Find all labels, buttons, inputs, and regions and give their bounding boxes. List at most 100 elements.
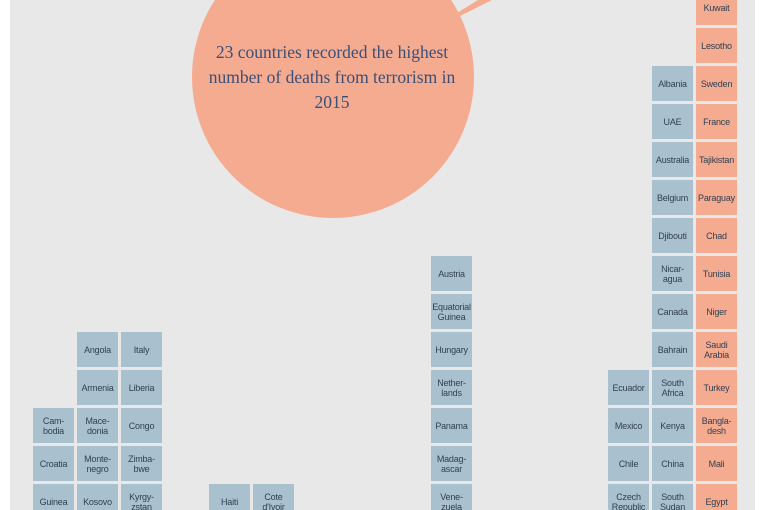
country-cell: UAE <box>652 104 693 139</box>
country-label: Chile <box>618 458 639 469</box>
country-cell: Mace- donia <box>77 408 118 443</box>
country-cell: Kenya <box>652 408 693 443</box>
country-label: Madag- ascar <box>436 453 467 474</box>
country-cell: Lesotho <box>696 28 737 63</box>
country-label: Turkey <box>703 382 730 393</box>
country-cell: Cote d'Ivoir <box>253 484 294 510</box>
country-label: Djibouti <box>658 230 687 241</box>
country-cell: Turkey <box>696 370 737 405</box>
country-cell: Bahrain <box>652 332 693 367</box>
country-cell: China <box>652 446 693 481</box>
country-label: Canada <box>657 306 688 317</box>
callout-text: 23 countries recorded the highest number… <box>208 42 456 112</box>
country-label: Mace- donia <box>85 415 110 436</box>
country-cell: Angola <box>77 332 118 367</box>
country-cell: Congo <box>121 408 162 443</box>
country-cell: Djibouti <box>652 218 693 253</box>
country-label: Austria <box>438 268 465 279</box>
country-cell: Kyrgy- zstan <box>121 484 162 510</box>
country-label: Nicar- agua <box>661 263 684 284</box>
country-cell: South Africa <box>652 370 693 405</box>
country-label: Tajikistan <box>698 154 734 165</box>
country-cell: Saudi Arabia <box>696 332 737 367</box>
country-cell: Nether- lands <box>431 370 472 405</box>
country-cell: Monte- negro <box>77 446 118 481</box>
country-cell: Tunisia <box>696 256 737 291</box>
country-cell: Albania <box>652 66 693 101</box>
country-cell: Kuwait <box>696 0 737 25</box>
country-label: Vene- zuela <box>440 491 463 510</box>
country-label: Cote d'Ivoir <box>262 491 285 510</box>
country-label: Niger <box>706 306 727 317</box>
country-cell: Equatorial Guinea <box>431 294 472 329</box>
country-cell: Tajikistan <box>696 142 737 177</box>
country-cell: Mali <box>696 446 737 481</box>
country-cell: Canada <box>652 294 693 329</box>
country-label: Nether- lands <box>437 377 466 398</box>
country-label: Congo <box>128 420 155 431</box>
country-cell: Liberia <box>121 370 162 405</box>
country-label: Monte- negro <box>84 453 111 474</box>
country-cell: Niger <box>696 294 737 329</box>
country-label: Croatia <box>39 458 68 469</box>
country-label: Sweden <box>700 78 733 89</box>
country-cell: Guinea <box>33 484 74 510</box>
country-label: Kosovo <box>83 496 112 507</box>
country-label: Lesotho <box>701 40 732 51</box>
country-cell: Chile <box>608 446 649 481</box>
country-cell: Belgium <box>652 180 693 215</box>
country-label: Italy <box>133 344 150 355</box>
country-label: Zimba- bwe <box>128 453 155 474</box>
country-cell: France <box>696 104 737 139</box>
country-label: Kenya <box>660 420 685 431</box>
country-cell: South Sudan <box>652 484 693 510</box>
country-cell: Croatia <box>33 446 74 481</box>
country-label: Bahrain <box>657 344 688 355</box>
country-label: UAE <box>663 116 682 127</box>
country-label: Paraguay <box>698 192 735 203</box>
country-label: Mali <box>708 458 725 469</box>
country-cell: Nicar- agua <box>652 256 693 291</box>
country-label: Panama <box>435 420 468 431</box>
country-cell: Czech Republic <box>608 484 649 510</box>
country-cell: Paraguay <box>696 180 737 215</box>
country-label: Czech Republic <box>611 491 646 510</box>
country-label: South Sudan <box>659 491 686 510</box>
country-label: Belgium <box>656 192 689 203</box>
country-label: Chad <box>706 230 727 241</box>
country-label: Hungary <box>435 344 468 355</box>
country-cell: Haiti <box>209 484 250 510</box>
country-cell: Sweden <box>696 66 737 101</box>
callout-bubble <box>192 0 474 218</box>
country-label: Haiti <box>220 496 238 507</box>
bubble-pointer <box>452 0 492 16</box>
country-cell: Austria <box>431 256 472 291</box>
country-label: Kyrgy- zstan <box>129 491 154 510</box>
country-label: Cam- bodia <box>42 415 65 436</box>
country-label: Angola <box>84 344 111 355</box>
country-cell: Bangla- desh <box>696 408 737 443</box>
country-label: France <box>703 116 730 127</box>
country-cell: Panama <box>431 408 472 443</box>
country-label: Tunisia <box>702 268 731 279</box>
country-cell: Hungary <box>431 332 472 367</box>
country-label: Kuwait <box>703 2 730 13</box>
country-cell: Kosovo <box>77 484 118 510</box>
country-cell: Italy <box>121 332 162 367</box>
country-label: Saudi Arabia <box>704 339 729 360</box>
country-label: Egypt <box>705 496 728 507</box>
country-label: China <box>661 458 684 469</box>
country-label: Australia <box>655 154 690 165</box>
country-cell: Zimba- bwe <box>121 446 162 481</box>
country-cell: Ecuador <box>608 370 649 405</box>
country-label: Bangla- desh <box>701 415 732 436</box>
country-cell: Vene- zuela <box>431 484 472 510</box>
country-label: Guinea <box>39 496 68 507</box>
country-label: Albania <box>658 78 687 89</box>
country-cell: Egypt <box>696 484 737 510</box>
country-cell: Australia <box>652 142 693 177</box>
country-cell: Armenia <box>77 370 118 405</box>
country-label: Liberia <box>128 382 155 393</box>
country-label: Armenia <box>81 382 114 393</box>
